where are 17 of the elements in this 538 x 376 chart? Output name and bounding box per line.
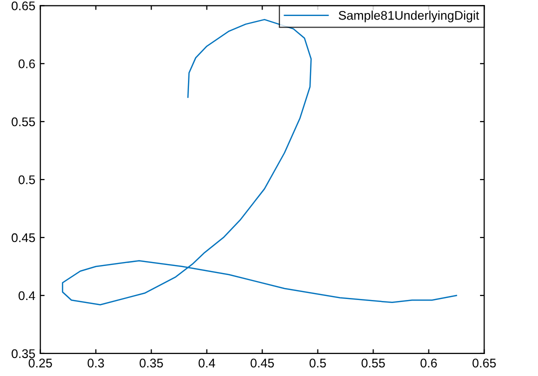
y-tick-label: 0.45 [12,233,35,242]
x-tick-label: 0.35 [140,358,163,368]
x-tick-label: 0.65 [472,358,496,368]
y-tick-label: 0.55 [12,117,35,126]
x-tick-label: 0.45 [250,358,274,368]
legend-label: Sample81UnderlyingDigit [338,10,480,22]
x-tick-label: 0.3 [88,358,104,368]
y-tick-label: 0.5 [18,175,35,184]
y-tick-label: 0.4 [18,291,36,300]
x-tick-label: 0.4 [198,358,216,368]
y-tick-label: 0.6 [18,59,35,68]
x-tick-label: 0.5 [310,358,326,368]
y-tick-label: 0.65 [12,1,35,10]
x-tick-label: 0.6 [420,358,437,368]
x-tick-label: 0.25 [28,358,52,368]
y-tick-label: 0.35 [12,349,35,358]
x-tick-label: 0.55 [362,358,385,368]
